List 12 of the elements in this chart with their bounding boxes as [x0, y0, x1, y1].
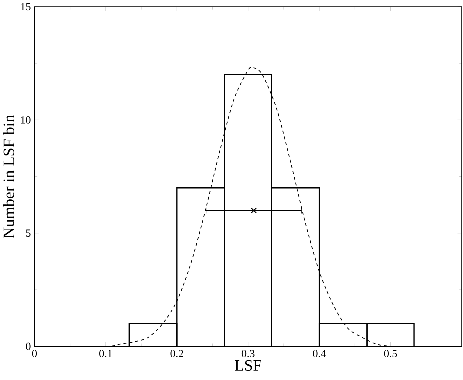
x-tick-label: 0.5	[384, 350, 398, 358]
x-axis-title: LSF	[235, 360, 262, 371]
y-tick-label: 0	[26, 342, 31, 350]
x-tick-label: 0.4	[313, 350, 326, 358]
x-tick-label: 0	[32, 350, 38, 358]
x-tick-label: 0.2	[170, 350, 184, 358]
y-tick-label: 10	[21, 116, 31, 124]
y-tick-label: 5	[26, 230, 31, 237]
x-tick-label: 0.3	[242, 350, 255, 358]
y-tick-label: 15	[21, 3, 31, 10]
x-tick-label: 0.1	[100, 350, 112, 358]
y-axis-title: Number in LSF bin	[3, 114, 14, 238]
